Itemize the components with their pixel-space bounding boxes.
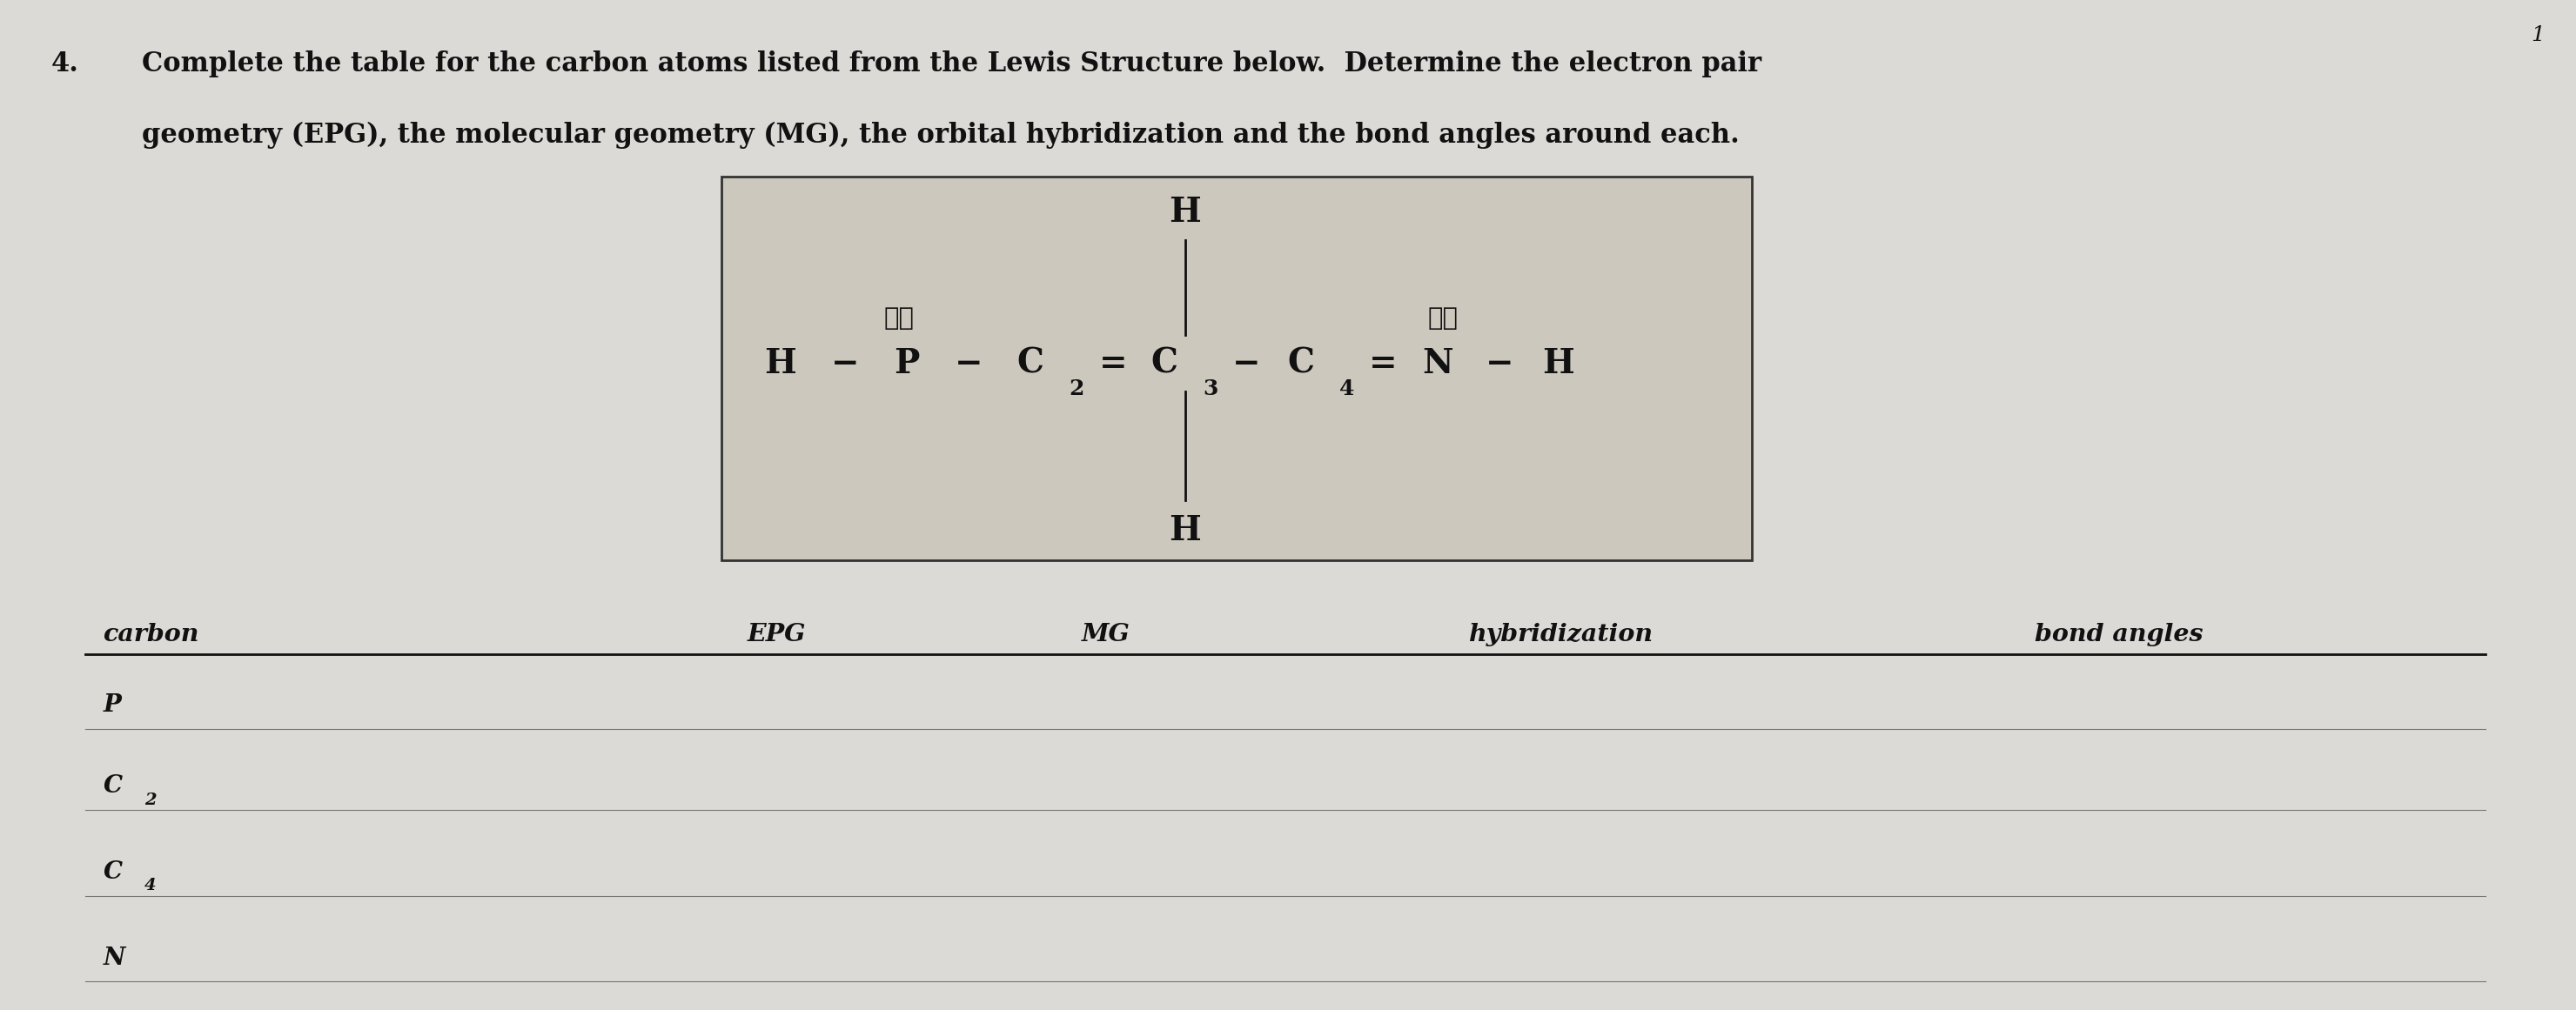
FancyBboxPatch shape (721, 177, 1752, 561)
Text: −: − (953, 347, 984, 380)
Text: P: P (894, 347, 920, 380)
Text: H: H (1543, 347, 1574, 380)
Text: 2: 2 (1069, 379, 1084, 399)
Text: −: − (1484, 347, 1515, 380)
Text: EPG: EPG (747, 623, 806, 646)
Text: C: C (103, 775, 121, 798)
Text: =: = (1368, 347, 1399, 380)
Text: Complete the table for the carbon atoms listed from the Lewis Structure below.  : Complete the table for the carbon atoms … (142, 51, 1762, 78)
Text: H: H (1170, 514, 1200, 546)
Text: H: H (765, 347, 796, 380)
Text: ‧‧: ‧‧ (1427, 306, 1458, 330)
Text: C: C (1151, 347, 1177, 380)
Text: =: = (1097, 347, 1128, 380)
Text: bond angles: bond angles (2035, 623, 2202, 646)
Text: 4: 4 (1340, 379, 1355, 399)
Text: 4.: 4. (52, 51, 80, 78)
Text: C: C (1018, 347, 1043, 380)
Text: −: − (829, 347, 860, 380)
Text: MG: MG (1082, 623, 1131, 646)
Text: N: N (1422, 347, 1453, 380)
Text: ‧‧: ‧‧ (884, 306, 914, 330)
Text: H: H (1170, 196, 1200, 228)
Text: −: − (1231, 347, 1262, 380)
Text: 3: 3 (1203, 379, 1218, 399)
Text: C: C (1288, 347, 1314, 380)
Text: hybridization: hybridization (1468, 623, 1654, 646)
Text: 4: 4 (144, 878, 157, 894)
Text: 1: 1 (2532, 25, 2545, 45)
Text: geometry (EPG), the molecular geometry (MG), the orbital hybridization and the b: geometry (EPG), the molecular geometry (… (142, 121, 1739, 148)
Text: carbon: carbon (103, 623, 198, 646)
Text: P: P (103, 694, 121, 717)
Text: N: N (103, 946, 126, 970)
Text: 2: 2 (144, 792, 157, 808)
Text: C: C (103, 861, 121, 884)
